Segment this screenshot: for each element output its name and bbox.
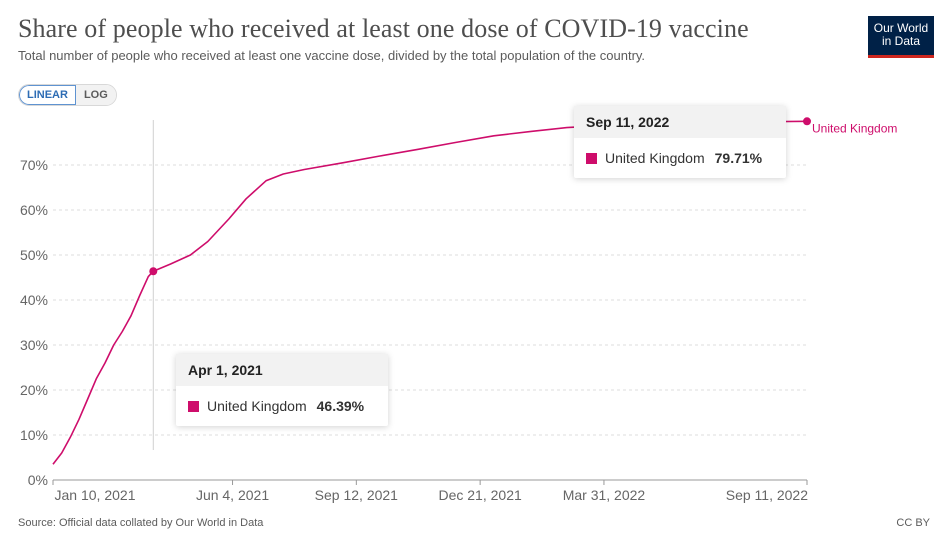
x-tick-label: Sep 11, 2022 (726, 487, 808, 503)
linear-scale-button[interactable]: LINEAR (19, 85, 76, 105)
data-point-marker[interactable] (803, 117, 811, 126)
series-end-label[interactable]: United Kingdom (812, 121, 897, 135)
logo-line-1: Our World (873, 21, 929, 35)
owid-logo[interactable]: Our World in Data (868, 16, 934, 58)
source-note: Source: Official data collated by Our Wo… (18, 517, 264, 529)
y-tick-label: 30% (20, 337, 48, 353)
y-tick-label: 40% (20, 292, 48, 308)
tooltip-value: 79.71% (714, 150, 763, 166)
x-tick-label: Jan 10, 2021 (55, 487, 136, 503)
y-tick-label: 70% (20, 157, 48, 173)
data-point-marker[interactable] (149, 267, 158, 276)
tooltip-date: Apr 1, 2021 (176, 354, 388, 386)
y-tick-label: 0% (28, 472, 48, 488)
tooltip-date: Sep 11, 2022 (574, 106, 786, 138)
y-tick-label: 10% (20, 427, 48, 443)
scale-toggle: LINEAR LOG (18, 84, 117, 106)
y-tick-label: 50% (20, 247, 48, 263)
tooltip-value: 46.39% (316, 398, 365, 414)
series-swatch (586, 152, 597, 164)
license-link[interactable]: CC BY (896, 517, 930, 529)
x-tick-label: Dec 21, 2021 (438, 487, 521, 503)
chart-subtitle: Total number of people who received at l… (18, 48, 646, 63)
y-tick-label: 60% (20, 202, 48, 218)
logo-line-2: in Data (881, 34, 921, 48)
series-swatch (188, 400, 199, 412)
log-scale-button[interactable]: LOG (75, 85, 116, 105)
tooltip-series-name: United Kingdom (207, 398, 307, 414)
tooltip-apr-2021: Apr 1, 2021 United Kingdom 46.39% (176, 354, 388, 426)
x-tick-label: Jun 4, 2021 (196, 487, 269, 503)
tooltip-row: United Kingdom 79.71% (574, 138, 786, 178)
tooltip-series-name: United Kingdom (605, 150, 705, 166)
chart-title: Share of people who received at least on… (18, 14, 749, 43)
tooltip-sep-2022: Sep 11, 2022 United Kingdom 79.71% (574, 106, 786, 178)
x-tick-label: Mar 31, 2022 (563, 487, 646, 503)
x-tick-label: Sep 12, 2021 (315, 487, 399, 503)
y-tick-label: 20% (20, 382, 48, 398)
tooltip-row: United Kingdom 46.39% (176, 386, 388, 426)
